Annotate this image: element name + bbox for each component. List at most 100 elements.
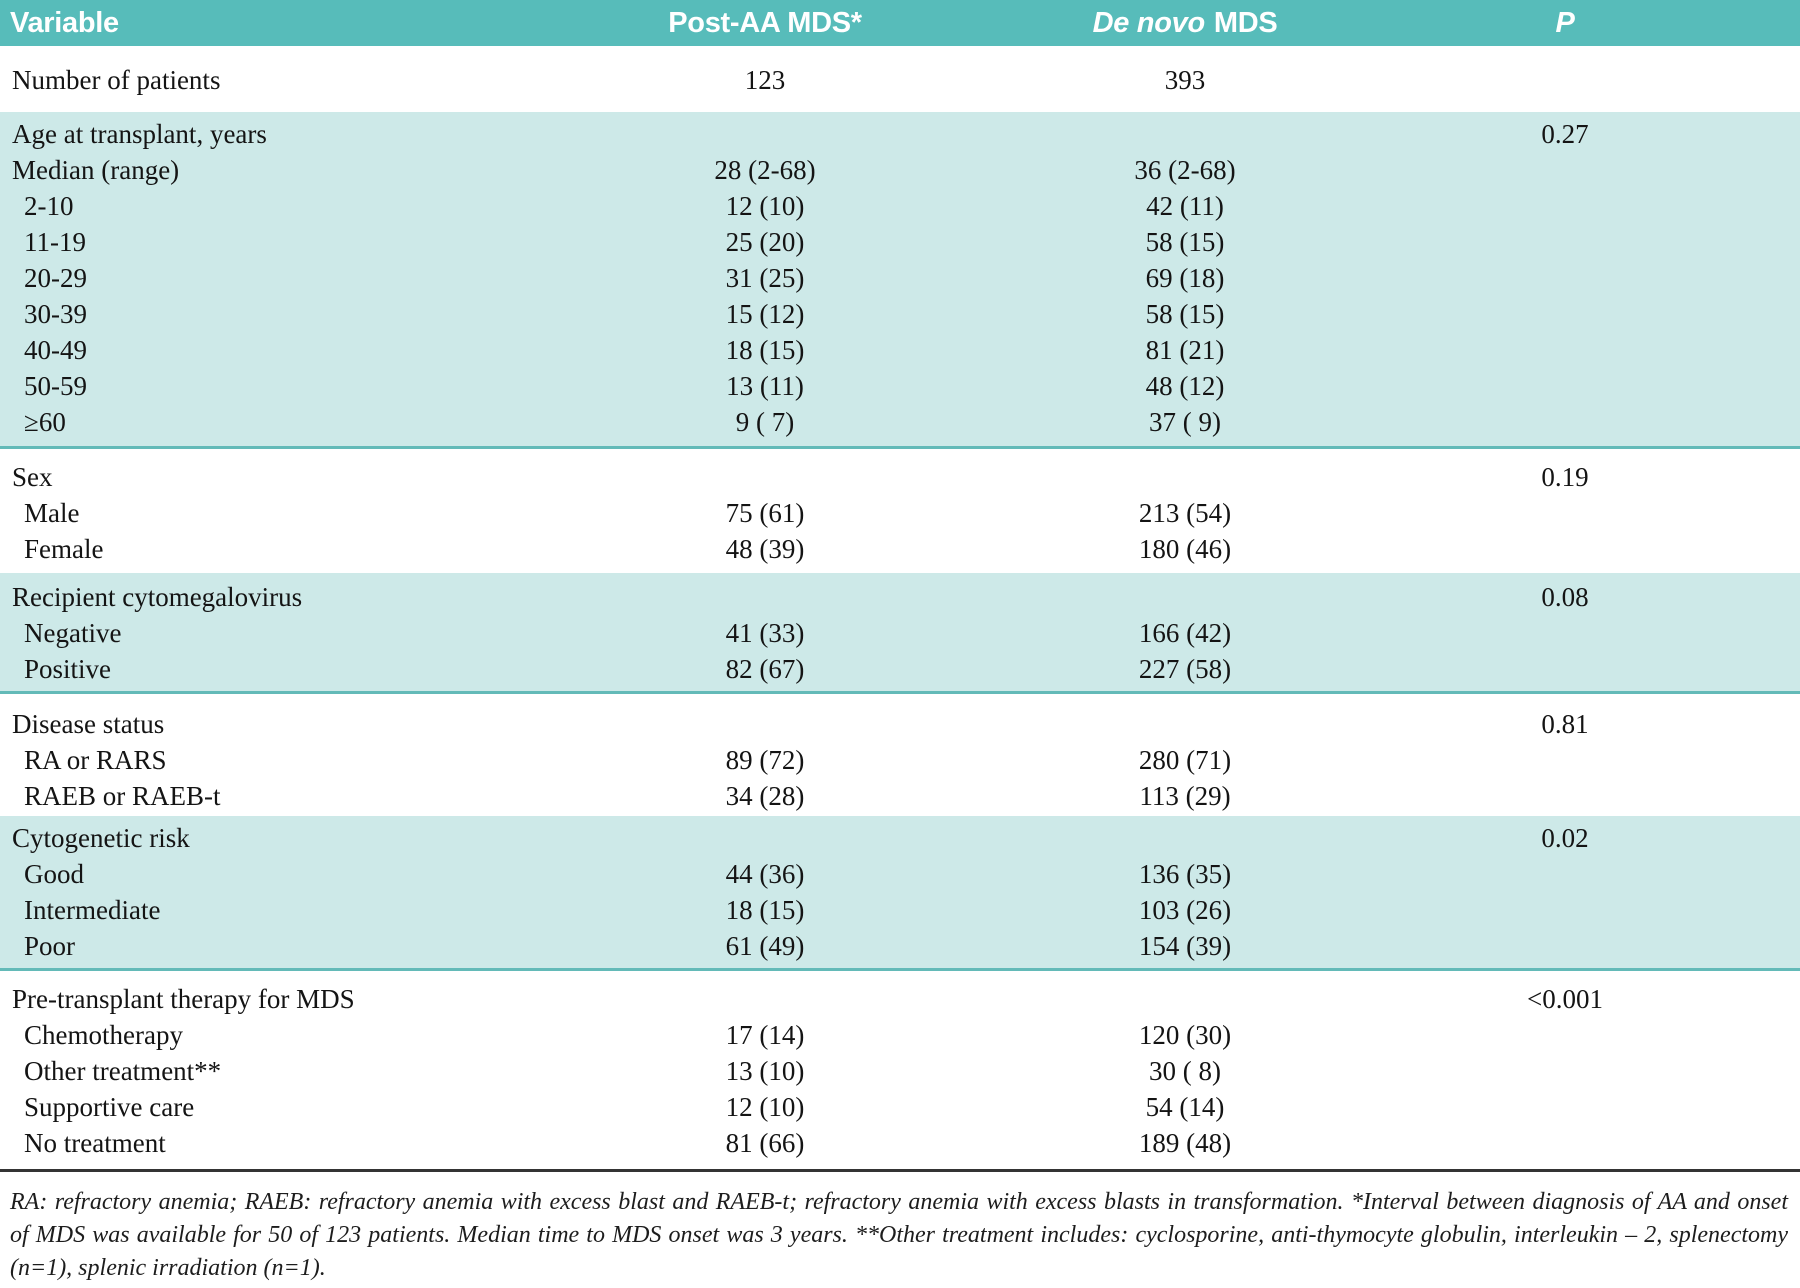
row-label: Poor (24, 931, 76, 961)
table-row: Positive 82 (67) 227 (58) (0, 651, 1800, 687)
post-aa-value: 34 (28) (725, 781, 805, 811)
p-value: 0.81 (1541, 709, 1589, 739)
post-aa-value: 48 (39) (725, 534, 805, 564)
de-novo-value: 154 (39) (1138, 931, 1232, 961)
group-title: Cytogenetic risk (12, 823, 190, 853)
row-label: RA or RARS (24, 745, 167, 775)
table-row: Other treatment** 13 (10) 30 ( 8) (0, 1053, 1800, 1089)
de-novo-value: 103 (26) (1138, 895, 1232, 925)
table-row: Median (range) 28 (2-68) 36 (2-68) (0, 152, 1800, 188)
post-aa-value: 18 (15) (725, 335, 805, 365)
group-title-row: Recipient cytomegalovirus 0.08 (0, 579, 1800, 615)
group-recipient-cytomegalovirus: Recipient cytomegalovirus 0.08 Negative … (0, 573, 1800, 694)
post-aa-value: 18 (15) (725, 895, 805, 925)
de-novo-value: 69 (18) (1145, 263, 1225, 293)
group-title-row: Age at transplant, years 0.27 (0, 116, 1800, 152)
table-bottom-rule (0, 1169, 1800, 1172)
table-row: 50-59 13 (11) 48 (12) (0, 368, 1800, 404)
de-novo-value: 180 (46) (1138, 534, 1232, 564)
de-novo-value: 37 ( 9) (1149, 407, 1221, 437)
header-mds-regular: MDS (1213, 6, 1278, 39)
de-novo-value: 54 (14) (1145, 1092, 1225, 1122)
post-aa-value: 75 (61) (725, 498, 805, 528)
post-aa-value: 12 (10) (725, 191, 805, 221)
row-label: Intermediate (24, 895, 161, 925)
de-novo-value: 227 (58) (1138, 654, 1232, 684)
table-header-row: Variable Post-AA MDS* De novo MDS P (0, 0, 1800, 46)
table-row: 20-29 31 (25) 69 (18) (0, 260, 1800, 296)
post-aa-value: 89 (72) (725, 745, 805, 775)
header-de-novo-italic: De novo (1092, 6, 1206, 39)
post-aa-value: 12 (10) (725, 1092, 805, 1122)
post-aa-value: 82 (67) (725, 654, 805, 684)
de-novo-value: 280 (71) (1138, 745, 1232, 775)
row-label: Supportive care (24, 1092, 195, 1122)
row-label: 2-10 (24, 191, 74, 221)
row-label: Negative (24, 618, 122, 648)
table-row: Number of patients 123 393 (0, 62, 1800, 98)
row-label: No treatment (24, 1128, 166, 1158)
group-age-at-transplant: Age at transplant, years 0.27 Median (ra… (0, 112, 1800, 449)
group-title-row: Pre-transplant therapy for MDS <0.001 (0, 981, 1800, 1017)
post-aa-value: 44 (36) (725, 859, 805, 889)
de-novo-value: 36 (2-68) (1134, 155, 1236, 185)
group-title: Age at transplant, years (12, 119, 267, 149)
header-variable: Variable (10, 6, 119, 39)
table-row: ≥60 9 ( 7) 37 ( 9) (0, 404, 1800, 440)
row-label: Male (24, 498, 80, 528)
post-aa-value: 13 (10) (725, 1056, 805, 1086)
post-aa-value: 17 (14) (725, 1020, 805, 1050)
table-row: RAEB or RAEB-t 34 (28) 113 (29) (0, 778, 1800, 814)
footnote-line: of MDS was available for 50 of 123 patie… (10, 1222, 1788, 1248)
de-novo-value: 166 (42) (1138, 618, 1232, 648)
row-label: Good (24, 859, 84, 889)
de-novo-value: 81 (21) (1145, 335, 1225, 365)
table-row: Poor 61 (49) 154 (39) (0, 928, 1800, 964)
post-aa-value: 41 (33) (725, 618, 805, 648)
group-cytogenetic-risk: Cytogenetic risk 0.02 Good 44 (36) 136 (… (0, 816, 1800, 971)
group-title-row: Sex 0.19 (0, 459, 1800, 495)
row-label: 20-29 (24, 263, 87, 293)
p-value: 0.08 (1541, 582, 1589, 612)
group-title: Pre-transplant therapy for MDS (12, 984, 355, 1014)
group-title: Sex (12, 462, 53, 492)
de-novo-value: 213 (54) (1138, 498, 1232, 528)
header-de-novo-mds: De novo MDS (970, 7, 1400, 40)
table-row: 11-19 25 (20) 58 (15) (0, 224, 1800, 260)
table-row: Good 44 (36) 136 (35) (0, 856, 1800, 892)
table-row: 2-10 12 (10) 42 (11) (0, 188, 1800, 224)
row-label: 40-49 (24, 335, 87, 365)
p-value: 0.02 (1541, 823, 1589, 853)
group-pre-transplant-therapy: Pre-transplant therapy for MDS <0.001 Ch… (0, 971, 1800, 1161)
footnote-line: RA: refractory anemia; RAEB: refractory … (10, 1189, 1788, 1215)
group-title-row: Cytogenetic risk 0.02 (0, 820, 1800, 856)
table-row: Supportive care 12 (10) 54 (14) (0, 1089, 1800, 1125)
header-p: P (1555, 6, 1575, 39)
p-value: <0.001 (1527, 984, 1603, 1014)
row-label: Positive (24, 654, 112, 684)
table-row: 30-39 15 (12) 58 (15) (0, 296, 1800, 332)
section-number-of-patients: Number of patients 123 393 (0, 46, 1800, 112)
table-row: Negative 41 (33) 166 (42) (0, 615, 1800, 651)
row-label: Female (24, 534, 104, 564)
de-novo-value: 120 (30) (1138, 1020, 1232, 1050)
de-novo-value: 189 (48) (1138, 1128, 1232, 1158)
group-disease-status: Disease status 0.81 RA or RARS 89 (72) 2… (0, 694, 1800, 816)
post-aa-value: 61 (49) (725, 931, 805, 961)
row-label: Chemotherapy (24, 1020, 183, 1050)
p-value: 0.19 (1541, 462, 1589, 492)
de-novo-value: 58 (15) (1145, 227, 1225, 257)
post-aa-value: 81 (66) (725, 1128, 805, 1158)
row-label: 11-19 (24, 227, 86, 257)
row-label: 50-59 (24, 371, 87, 401)
row-label: Other treatment** (24, 1056, 222, 1086)
post-aa-value: 13 (11) (726, 371, 804, 401)
post-aa-value: 31 (25) (725, 263, 805, 293)
row-label: Number of patients (12, 65, 221, 95)
post-aa-value: 123 (744, 65, 786, 95)
row-label: 30-39 (24, 299, 87, 329)
table-row: Chemotherapy 17 (14) 120 (30) (0, 1017, 1800, 1053)
group-sex: Sex 0.19 Male 75 (61) 213 (54) Female 48… (0, 449, 1800, 573)
header-post-aa-mds: Post-AA MDS* (668, 6, 862, 39)
de-novo-value: 393 (1164, 65, 1206, 95)
